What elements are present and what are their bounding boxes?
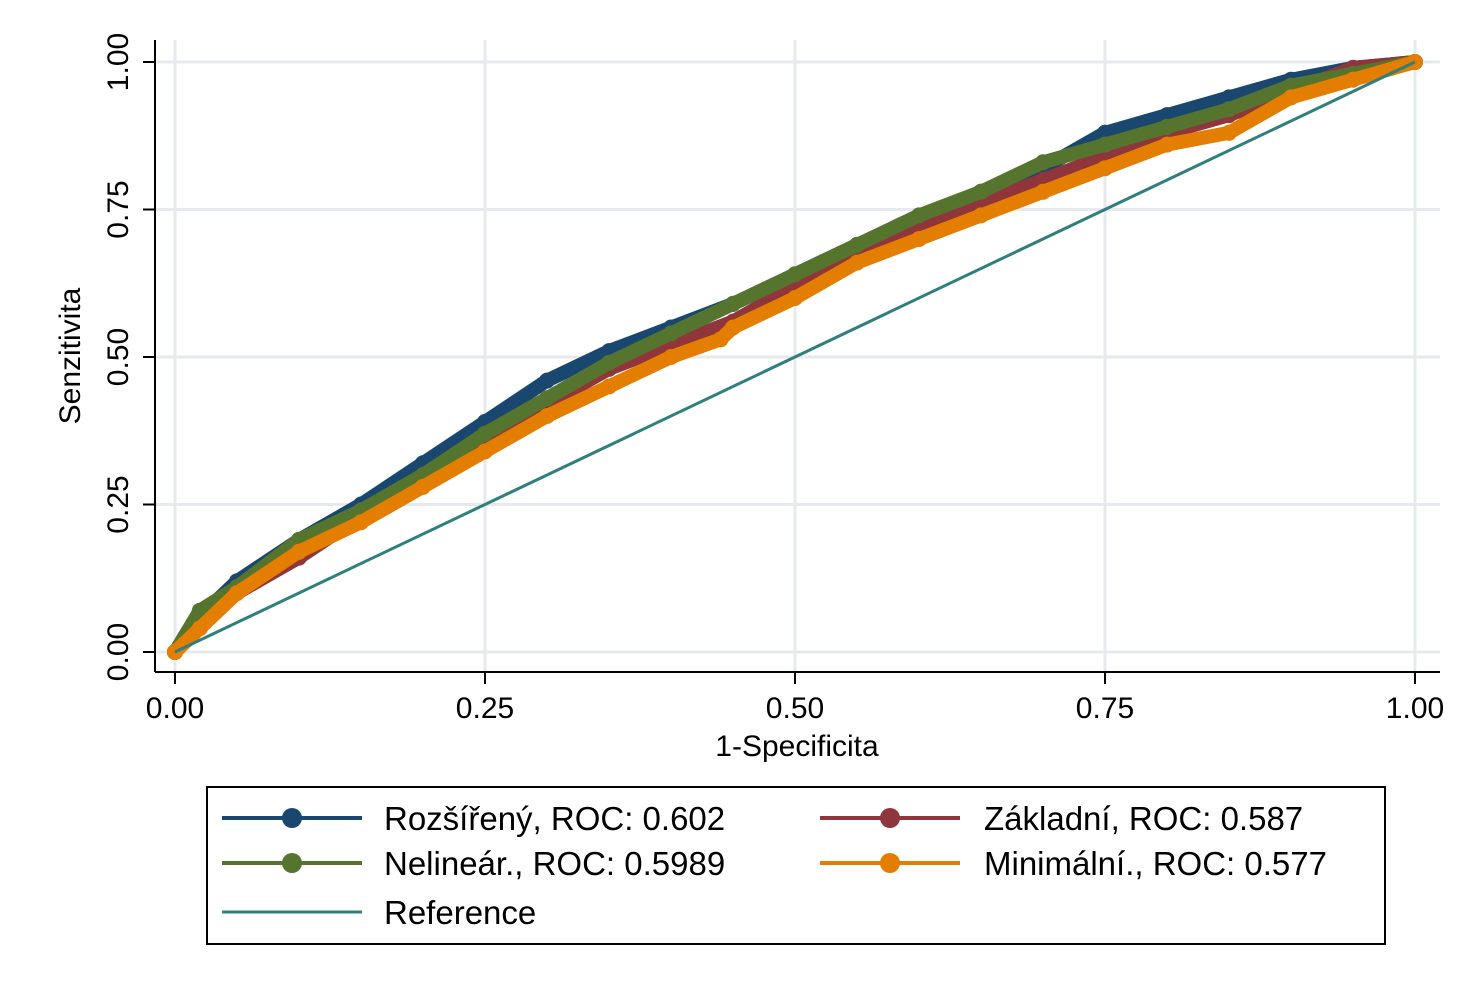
series-3-point xyxy=(539,408,555,424)
series-3-point xyxy=(911,231,927,247)
series-3-point xyxy=(725,319,741,336)
y-axis-title: Senzitivita xyxy=(54,287,87,424)
legend-label: Nelineár., ROC: 0.5989 xyxy=(384,845,725,882)
series-3-point xyxy=(973,207,989,224)
series-3-point xyxy=(415,478,431,495)
series-2-point xyxy=(663,325,679,342)
legend-swatch-marker xyxy=(880,808,900,828)
legend-label: Reference xyxy=(384,894,536,931)
series-0-point xyxy=(539,372,555,389)
series-4-line xyxy=(174,60,1416,654)
series-3-point xyxy=(663,349,679,365)
series-3-point xyxy=(291,543,307,560)
series-3-point xyxy=(477,443,493,460)
series-3-point xyxy=(191,620,208,637)
x-tick-label: 0.00 xyxy=(146,692,204,725)
legend-label: Rozšířený, ROC: 0.602 xyxy=(384,800,725,837)
series-2-point xyxy=(849,236,865,253)
y-tick-label: 0.00 xyxy=(102,623,135,681)
series-2-point xyxy=(1035,154,1051,171)
series-2-point xyxy=(787,266,803,283)
series-3-point xyxy=(1035,183,1051,200)
x-tick-label: 0.25 xyxy=(456,692,514,725)
legend-label: Základní, ROC: 0.587 xyxy=(984,800,1303,837)
legend-swatch-marker xyxy=(282,853,302,873)
series-3-point xyxy=(1097,160,1113,177)
legend-swatch-marker xyxy=(880,853,900,873)
series-2-point xyxy=(725,295,741,312)
legend-label: Minimální., ROC: 0.577 xyxy=(984,845,1327,882)
x-tick-label: 0.75 xyxy=(1076,692,1134,725)
series-3-point xyxy=(712,331,729,348)
series-2-line xyxy=(168,55,1422,659)
y-tick-label: 0.25 xyxy=(102,475,135,533)
series-2-point xyxy=(1221,101,1237,118)
series-2-point xyxy=(191,602,208,619)
series-3-point xyxy=(787,290,803,306)
series-3-point xyxy=(601,378,617,395)
series-3-point xyxy=(1345,71,1361,88)
legend-box xyxy=(206,786,1386,945)
x-axis-title: 1-Specificita xyxy=(715,730,879,763)
series-2-point xyxy=(973,183,989,200)
series-2-point xyxy=(539,390,555,407)
series-3 xyxy=(167,54,1423,660)
series-3-point xyxy=(353,514,369,531)
y-tick-label: 0.75 xyxy=(102,180,135,238)
series-3-point xyxy=(229,585,245,601)
series-3-point xyxy=(1221,124,1237,141)
legend: Rozšířený, ROC: 0.602 Základní, ROC: 0.58… xyxy=(206,786,1386,945)
series-2-point xyxy=(1097,136,1113,153)
series-4 xyxy=(174,60,1416,654)
ticks: 0.00 0.25 0.50 0.75 1.00 0.00 0.25 0.50 0.75 1.00 xyxy=(102,33,1444,725)
series-2-point xyxy=(601,354,617,371)
x-tick-label: 0.50 xyxy=(766,692,824,725)
y-tick-label: 1.00 xyxy=(102,33,135,91)
series-3-point xyxy=(849,254,865,271)
series-3-point xyxy=(1283,89,1299,106)
x-tick-label: 1.00 xyxy=(1386,692,1444,725)
y-tick-label: 0.50 xyxy=(102,328,135,386)
series xyxy=(167,54,1423,660)
series-3-point xyxy=(1159,136,1175,153)
series-2-point xyxy=(477,425,493,442)
series-2-point xyxy=(1159,118,1175,135)
series-2-point xyxy=(911,207,927,224)
legend-swatch-marker xyxy=(282,808,302,828)
